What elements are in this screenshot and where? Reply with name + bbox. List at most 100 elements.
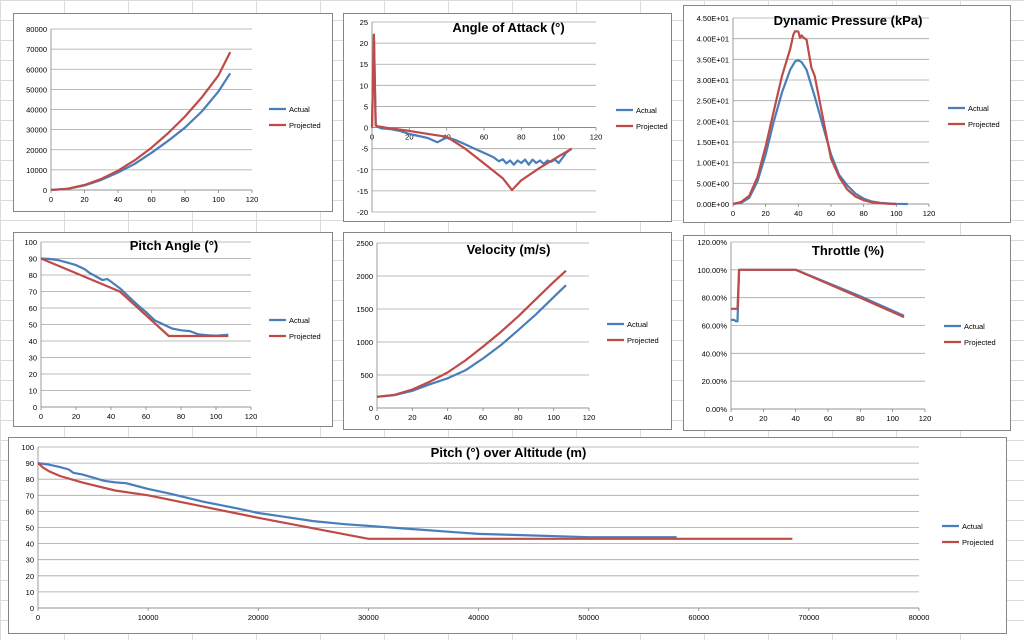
chart-velocity: 0 500 1000 1500 2000 2500 0 20 40 60 80 100 120 Actua… [343, 232, 672, 430]
y-tick-label: 120.00% [697, 238, 727, 247]
chart-angle-of-attack-svg: -20-15-10-50510152025020406080100120Actu… [357, 18, 668, 217]
y-tick-label: 50 [26, 524, 34, 533]
x-tick-label: 100 [886, 414, 899, 423]
series-line-actual [376, 284, 567, 398]
x-tick-label: 20 [405, 133, 413, 142]
y-tick-label: -20 [357, 208, 368, 217]
y-tick-label: 40 [26, 540, 34, 549]
series-line-projected [50, 51, 232, 192]
x-tick-label: 20 [80, 195, 88, 204]
chart-velocity-svg: 0 500 1000 1500 2000 2500 0 20 40 60 80 100 120 Actua… [356, 239, 658, 422]
x-tick-label: 10000 [138, 613, 159, 622]
y-tick-label: 70 [29, 288, 37, 297]
x-tick-label: 20 [408, 413, 416, 422]
y-tick-label: 90 [26, 459, 34, 468]
y-tick-label: 50000 [26, 85, 47, 94]
x-tick-label: 80 [181, 195, 189, 204]
x-tick-label: 60000 [688, 613, 709, 622]
y-tick-label: 30 [29, 354, 37, 363]
x-tick-label: 60 [142, 412, 150, 421]
x-tick-label: 100 [547, 413, 560, 422]
y-tick-label: 0 [43, 186, 47, 195]
x-tick-label: 120 [245, 412, 258, 421]
series-line-actual [370, 33, 573, 166]
chart-title: Dynamic Pressure (kPa) [774, 13, 923, 28]
series-line-actual [732, 59, 908, 206]
y-tick-label: 0 [33, 403, 37, 412]
y-tick-label: 80.00% [702, 294, 728, 303]
chart-title: Pitch Angle (°) [130, 238, 219, 253]
chart-throttle: 0.00% 20.00% 40.00% 60.00% 80.00% 100.00% 120.… [683, 235, 1011, 431]
chart-title: Throttle (%) [812, 243, 884, 258]
y-tick-label: 30000 [26, 126, 47, 135]
y-tick-label: -15 [357, 187, 368, 196]
y-tick-label: 60.00% [702, 322, 728, 331]
y-tick-label: 80 [29, 271, 37, 280]
legend-label-actual: Actual [289, 316, 310, 325]
y-tick-label: 90 [29, 255, 37, 264]
y-tick-label: 0 [364, 124, 368, 133]
y-tick-label: 30 [26, 556, 34, 565]
y-tick-label: 70000 [26, 45, 47, 54]
chart-altitude-svg: 0 10000 20000 30000 40000 50000 60000 70000 8000… [26, 25, 321, 204]
x-tick-label: 40000 [468, 613, 489, 622]
chart-pitch-over-altitude: 0 10 20 30 40 50 60 70 80 90 100 0 10000 20000 30000 40… [8, 437, 1007, 634]
series-line-projected [40, 257, 229, 338]
y-tick-label: 60 [26, 507, 34, 516]
x-tick-label: 60 [480, 133, 488, 142]
series-line-projected [731, 268, 905, 319]
chart-dynamic-pressure: 0.00E+00 5.00E+00 1.00E+01 1.50E+01 2.00E+01… [683, 5, 1011, 223]
x-tick-label: 120 [923, 209, 936, 218]
legend-label-actual: Actual [968, 104, 989, 113]
x-tick-label: 0 [39, 412, 43, 421]
y-tick-label: -5 [361, 145, 368, 154]
y-tick-label: 5 [364, 102, 368, 111]
x-tick-label: 0 [49, 195, 53, 204]
series-line-actual [50, 72, 232, 192]
chart-altitude: 0 10000 20000 30000 40000 50000 60000 70000 8000… [13, 13, 333, 212]
legend-label-actual: Actual [636, 106, 657, 115]
y-tick-label: 50 [29, 321, 37, 330]
x-tick-label: 20 [72, 412, 80, 421]
x-tick-label: 60 [827, 209, 835, 218]
y-tick-label: 1500 [356, 305, 373, 314]
x-tick-label: 40 [443, 413, 451, 422]
y-tick-label: 70 [26, 491, 34, 500]
y-tick-label: 100 [21, 443, 34, 452]
y-tick-label: 2.50E+01 [697, 97, 729, 106]
x-tick-label: 80 [517, 133, 525, 142]
chart-throttle-svg: 0.00% 20.00% 40.00% 60.00% 80.00% 100.00% 120.… [697, 238, 995, 423]
y-tick-label: 1000 [356, 338, 373, 347]
x-tick-label: 100 [210, 412, 223, 421]
x-tick-label: 120 [583, 413, 596, 422]
y-tick-label: 40.00% [702, 349, 728, 358]
x-tick-label: 70000 [798, 613, 819, 622]
chart-dynamic-pressure-svg: 0.00E+00 5.00E+00 1.00E+01 1.50E+01 2.00E+01… [697, 13, 1000, 218]
series-line-projected [376, 269, 567, 398]
x-tick-label: 30000 [358, 613, 379, 622]
y-tick-label: 5.00E+00 [697, 179, 729, 188]
y-tick-label: 20 [360, 39, 368, 48]
x-tick-label: 0 [375, 413, 379, 422]
legend-label-actual: Actual [289, 105, 310, 114]
y-tick-label: 2500 [356, 239, 373, 248]
chart-title: Angle of Attack (°) [452, 20, 564, 35]
y-tick-label: 100 [24, 238, 37, 247]
x-tick-label: 40 [794, 209, 802, 218]
x-tick-label: 60 [824, 414, 832, 423]
series-line-projected [370, 33, 573, 192]
y-tick-label: 0.00E+00 [697, 200, 729, 209]
legend-label-projected: Projected [289, 121, 321, 130]
chart-pitch-angle-svg: 0 10 20 30 40 50 60 70 80 90 100 0 20 40 60 80 100 120 Act… [24, 238, 320, 421]
legend-label-actual: Actual [627, 320, 648, 329]
y-tick-label: -10 [357, 166, 368, 175]
chart-angle-of-attack: -20-15-10-50510152025020406080100120Actu… [343, 13, 672, 222]
y-tick-label: 20 [29, 370, 37, 379]
y-tick-label: 40 [29, 337, 37, 346]
series-line-projected [37, 462, 793, 540]
y-tick-label: 80000 [26, 25, 47, 34]
y-tick-label: 2000 [356, 272, 373, 281]
legend-label-projected: Projected [968, 120, 1000, 129]
x-tick-label: 20000 [248, 613, 269, 622]
x-tick-label: 60 [479, 413, 487, 422]
